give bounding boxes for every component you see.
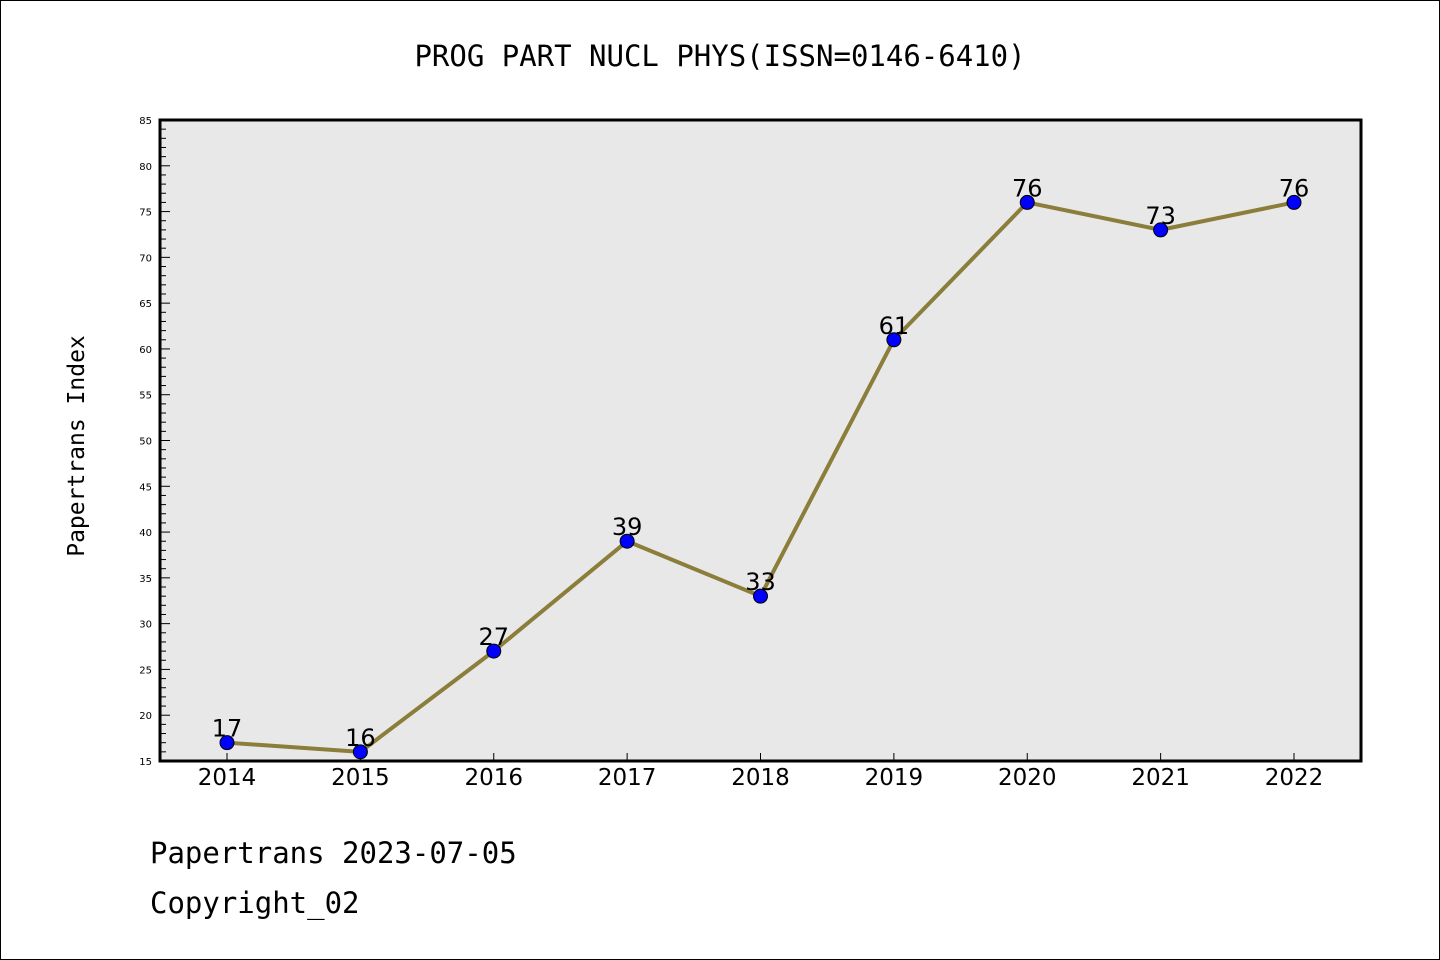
- data-point: [1153, 222, 1169, 238]
- y-tick-label: 25: [139, 665, 152, 676]
- y-axis-label: Papertrans Index: [64, 335, 90, 557]
- y-tick-label: 50: [139, 437, 152, 448]
- data-point: [753, 588, 768, 604]
- data-point: [619, 533, 635, 549]
- data-label: 39: [612, 513, 643, 541]
- data-point: [486, 643, 502, 659]
- series-layer: 17 16 27 39 33 61 76 73 76: [212, 174, 1310, 760]
- y-tick-label: 55: [139, 391, 152, 402]
- data-label: 16: [345, 724, 376, 752]
- data-label: 33: [745, 568, 776, 596]
- x-axis-ticks: 2014 2015 2016 2017 2018 2019 2020 2021 2022: [198, 753, 1324, 791]
- x-tick-label: 2018: [731, 765, 790, 791]
- data-point: [352, 744, 368, 760]
- y-tick-label: 65: [139, 299, 152, 310]
- y-tick-label: 85: [139, 116, 152, 127]
- x-tick-label: 2020: [998, 765, 1057, 791]
- y-tick-label: 20: [139, 711, 152, 722]
- data-label: 76: [1279, 174, 1310, 202]
- plot-border: [158, 118, 1363, 763]
- x-tick-label: 2017: [598, 765, 657, 791]
- data-label: 73: [1145, 202, 1176, 230]
- x-tick-label: 2014: [198, 765, 257, 791]
- y-tick-label: 60: [139, 345, 152, 356]
- footer-copyright: Copyright_02: [150, 886, 360, 920]
- footer-date: Papertrans 2023-07-05: [150, 836, 517, 870]
- y-tick-label: 75: [139, 208, 152, 219]
- data-point: [886, 332, 902, 348]
- y-tick-label: 80: [139, 162, 152, 173]
- x-tick-label: 2016: [464, 765, 523, 791]
- plot-area: [160, 120, 1361, 761]
- data-point: [219, 735, 235, 751]
- y-tick-label: 45: [139, 482, 152, 493]
- data-label: 17: [212, 715, 243, 743]
- x-tick-label: 2019: [865, 765, 924, 791]
- y-tick-label: 30: [139, 620, 152, 631]
- data-label: 27: [478, 623, 509, 651]
- data-point: [1286, 194, 1302, 210]
- chart-title: PROG PART NUCL PHYS(ISSN=0146-6410): [414, 39, 1025, 73]
- y-tick-label: 15: [139, 757, 152, 768]
- data-label: 76: [1012, 174, 1043, 202]
- data-label: 61: [879, 312, 910, 340]
- data-point: [1019, 194, 1035, 210]
- x-tick-label: 2021: [1131, 765, 1190, 791]
- x-tick-label: 2022: [1265, 765, 1324, 791]
- y-tick-label: 40: [139, 528, 152, 539]
- y-tick-label: 35: [139, 574, 152, 585]
- x-tick-label: 2015: [331, 765, 390, 791]
- y-tick-label: 70: [139, 253, 152, 264]
